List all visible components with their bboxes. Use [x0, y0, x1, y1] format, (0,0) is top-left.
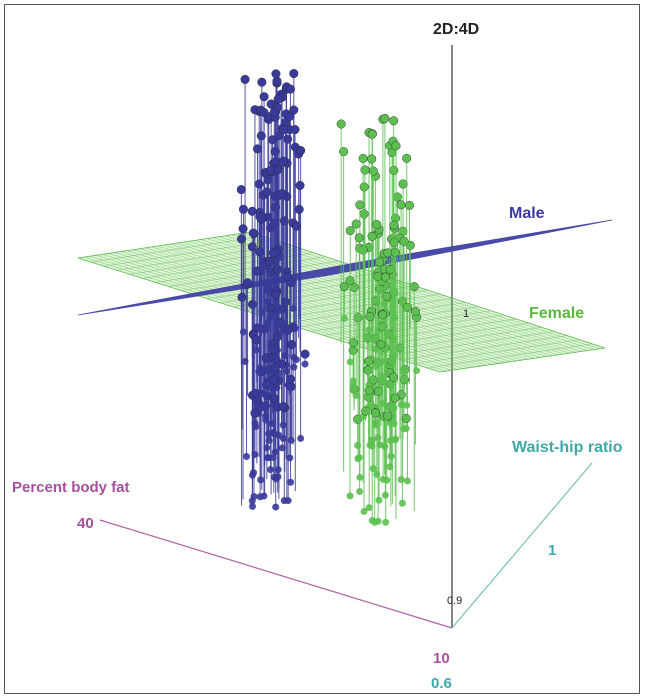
- percent-body-fat-tick-10: 10: [433, 650, 450, 667]
- female-data-point: [378, 310, 388, 408]
- chart-frame: [4, 4, 640, 694]
- male-data-point: [238, 204, 248, 336]
- female-data-point: [345, 226, 355, 366]
- male-points: [236, 69, 310, 511]
- female-data-point: [389, 220, 399, 359]
- female-data-point: [370, 408, 380, 429]
- male-data-point: [271, 290, 281, 511]
- female-data-point: [405, 240, 415, 329]
- waist-hip-ratio-tick-1: 1: [548, 542, 556, 559]
- percent-body-fat-axis-label: Percent body fat: [12, 479, 130, 496]
- male-data-point: [296, 146, 306, 442]
- female-data-point: [339, 282, 349, 322]
- female-data-point: [351, 219, 361, 400]
- regression-planes: [77, 219, 613, 373]
- female-data-point: [401, 413, 411, 432]
- female-data-point: [365, 312, 375, 449]
- percent-body-fat-tick-40: 40: [77, 515, 94, 532]
- female-data-point: [390, 393, 400, 497]
- male-data-point: [262, 187, 272, 480]
- z-tick-1: 1: [463, 308, 469, 320]
- male-data-point: [285, 84, 295, 357]
- male-data-point: [236, 185, 246, 365]
- female-data-point: [396, 390, 406, 409]
- z-axis-label: 2D:4D: [433, 21, 479, 38]
- male-data-point: [300, 349, 310, 368]
- series-label-male: Male: [509, 205, 545, 222]
- female-data-point: [391, 141, 401, 519]
- male-data-point: [255, 247, 265, 398]
- male-data-point: [269, 393, 279, 409]
- male-data-point: [265, 256, 275, 391]
- male-data-point: [252, 144, 262, 410]
- z-tick-0.9: 0.9: [447, 595, 462, 607]
- female-data-point: [410, 307, 420, 445]
- series-label-female: Female: [529, 305, 584, 322]
- female-data-point: [336, 119, 346, 344]
- male-data-point: [259, 107, 269, 500]
- male-data-point: [295, 180, 305, 352]
- female-data-point: [375, 257, 385, 305]
- male-data-point: [289, 105, 299, 371]
- female-data-point: [409, 282, 419, 512]
- male-data-point: [277, 189, 287, 452]
- waist-hip-ratio-tick-0.6: 0.6: [431, 675, 452, 692]
- female-data-point: [354, 233, 364, 461]
- axes: [99, 45, 593, 629]
- male-data-point: [252, 266, 262, 383]
- male-data-point: [247, 242, 257, 505]
- female-data-point: [359, 209, 369, 515]
- waist-hip-ratio-axis-line: [451, 462, 593, 629]
- female-data-point: [396, 200, 406, 484]
- female-data-point: [372, 220, 382, 478]
- male-data-point: [240, 74, 250, 365]
- female-data-point: [355, 200, 365, 481]
- percent-body-fat-axis-line: [99, 519, 453, 629]
- female-data-point: [364, 356, 374, 447]
- female-data-point: [353, 414, 363, 449]
- female-data-point: [382, 291, 392, 484]
- female-data-point: [402, 153, 412, 409]
- waist-hip-ratio-axis-label: Waist-hip ratio: [512, 439, 623, 456]
- female-points: [336, 113, 422, 526]
- chart-labels: 2D:4D 1 0.9 Percent body fat 40 10 Waist…: [12, 21, 623, 692]
- female-data-point: [404, 200, 414, 384]
- female-data-point: [364, 385, 374, 512]
- male-data-point: [248, 228, 258, 394]
- male-data-point: [250, 408, 260, 427]
- female-data-point: [385, 368, 395, 387]
- male-data-point: [278, 156, 288, 442]
- data-points: [236, 69, 422, 526]
